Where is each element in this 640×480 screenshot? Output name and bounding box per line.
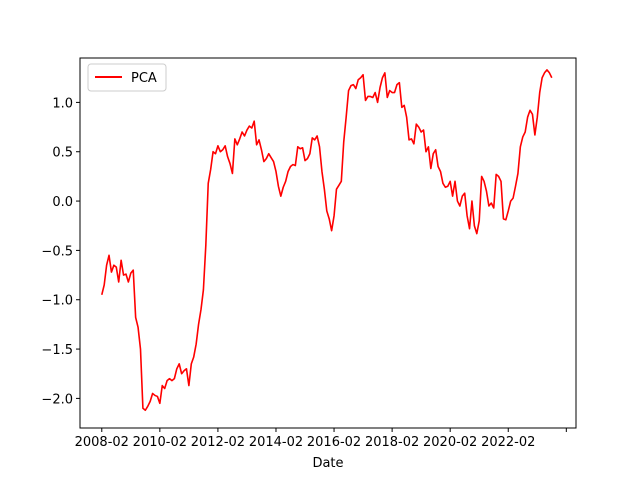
plot-frame	[79, 57, 577, 429]
y-tick-label: 0.0	[52, 195, 73, 210]
x-tick-label: 2010-02	[133, 435, 187, 450]
series-line-pca	[101, 69, 553, 412]
x-tick-label: 2020-02	[423, 435, 477, 450]
y-tick-label: −1.5	[41, 343, 73, 358]
x-tick-label: 2008-02	[75, 435, 129, 450]
y-tick-label: −1.0	[41, 294, 73, 309]
y-tick-label: −2.0	[41, 392, 73, 407]
y-tick-label: 0.5	[52, 146, 73, 161]
y-tick-label: 1.0	[52, 96, 73, 111]
x-tick-label: 2016-02	[307, 435, 361, 450]
legend: PCA	[87, 63, 167, 92]
legend-series-label: PCA	[131, 71, 157, 86]
tick-layer: 2008-02 2010-02 2012-02 2014-02 2016-02 2018-…	[41, 96, 567, 450]
x-tick-label: 2012-02	[191, 435, 245, 450]
x-axis-label: Date	[312, 456, 343, 471]
legend-box	[87, 63, 167, 92]
y-tick-label: −0.5	[41, 244, 73, 259]
series-layer	[101, 69, 553, 412]
x-tick-label: 2022-02	[481, 435, 535, 450]
x-tick-label: 2018-02	[365, 435, 419, 450]
x-tick-label: 2014-02	[249, 435, 303, 450]
